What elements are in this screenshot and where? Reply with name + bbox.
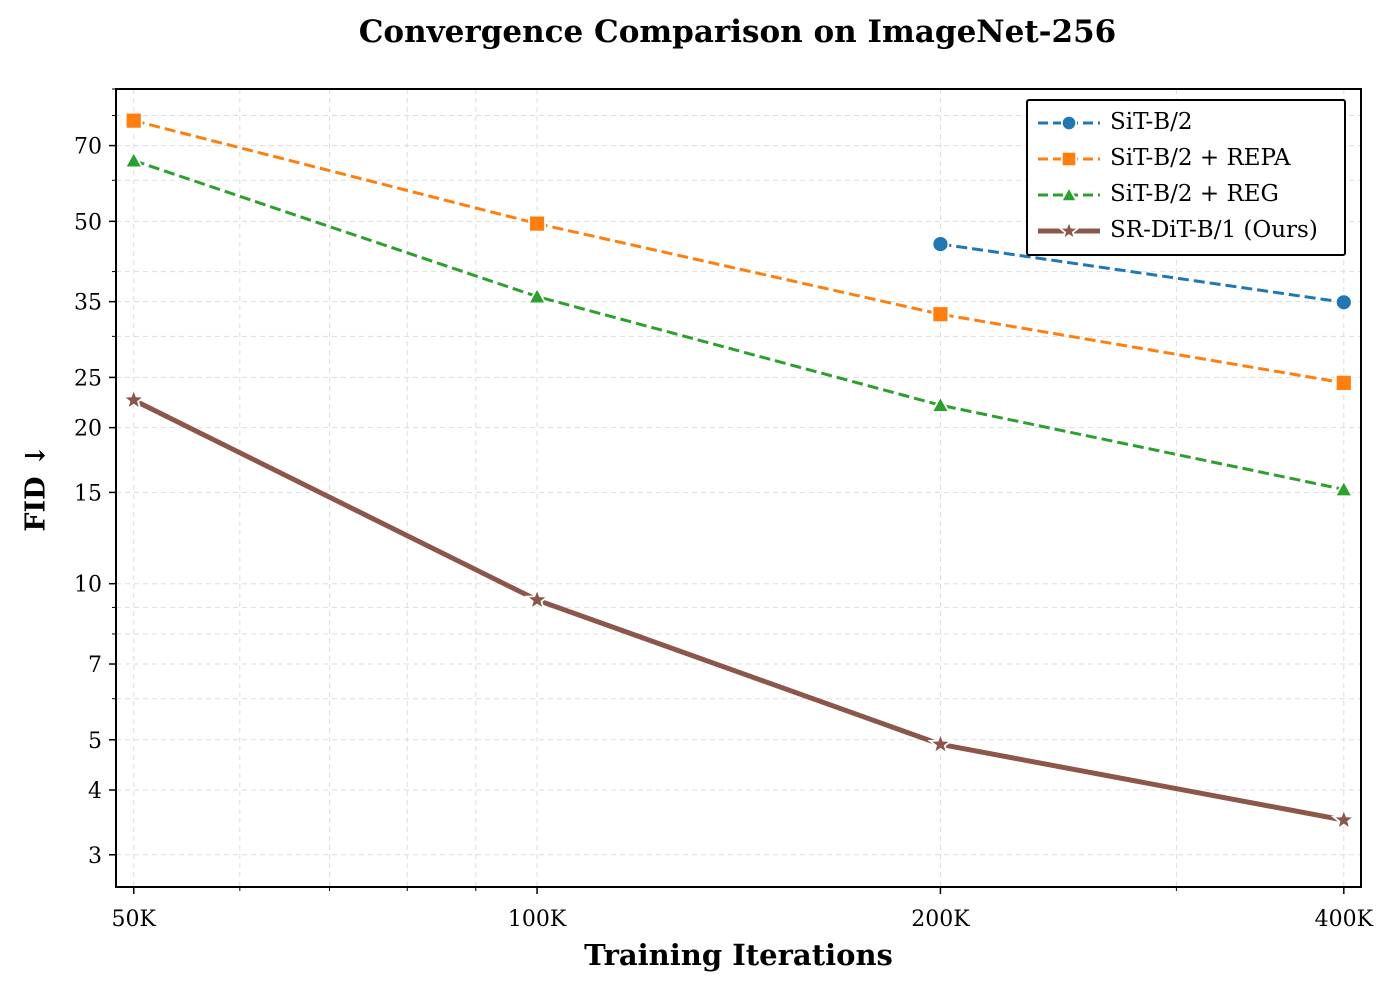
data-point-sit-b-2-repa <box>931 305 950 324</box>
data-point-sit-b-2-repa <box>124 111 143 130</box>
chart-title: Convergence Comparison on ImageNet-256 <box>358 14 1117 50</box>
x-tick-label: 400K <box>1315 907 1374 932</box>
y-tick-label: 5 <box>88 729 102 754</box>
data-point-sit-b-2-reg <box>930 394 951 413</box>
legend-label: SiT-B/2 <box>1110 109 1193 135</box>
legend-label: SR-DiT-B/1 (Ours) <box>1110 217 1318 243</box>
series-line-sr-dit-b-1-ours <box>132 397 1345 823</box>
legend-item-sit-b2-reg: SiT-B/2 + REG <box>1028 177 1344 213</box>
legend-item-sr-dit-b1: SR-DiT-B/1 (Ours) <box>1028 213 1344 249</box>
series-line-sit-b-2-reg <box>133 159 1345 491</box>
data-point-sr-dit-b-1-ours <box>1330 806 1357 832</box>
x-tick-label: 50K <box>112 907 157 932</box>
plot-frame <box>115 88 1362 888</box>
tick-labels: 50K 100K 200K 400K 3 4 5 7 10 15 20 25 35 50 70 <box>74 135 1374 932</box>
y-tick-label: 25 <box>74 366 102 391</box>
y-tick-label: 4 <box>88 779 102 804</box>
legend-marker <box>1060 114 1078 132</box>
y-axis-label: FID ↓ <box>20 444 52 532</box>
legend-label: SiT-B/2 + REG <box>1110 181 1279 207</box>
y-tick-label: 70 <box>74 135 102 160</box>
y-tick-label: 35 <box>74 291 102 316</box>
data-point-sit-b-2-repa <box>1334 373 1353 392</box>
legend-swatch-sit-b2 <box>1038 114 1100 132</box>
series-line-sit-b-2-repa <box>133 119 1345 385</box>
data-point-sr-dit-b-1-ours <box>120 386 147 412</box>
y-tick-label: 50 <box>74 210 102 235</box>
data-point-sit-b-2 <box>1334 293 1353 312</box>
data-point-sit-b-2-reg <box>1333 479 1354 498</box>
data-point-sr-dit-b-1-ours <box>524 586 550 612</box>
legend-marker <box>1060 150 1078 168</box>
series-lines <box>132 119 1345 823</box>
legend-swatch-sit-b2-repa <box>1038 150 1100 168</box>
y-tick-label: 10 <box>74 573 102 598</box>
data-point-sit-b-2-reg <box>123 150 144 169</box>
series-markers <box>120 111 1357 832</box>
data-point-sit-b-2 <box>931 235 950 253</box>
y-tick-label: 7 <box>88 653 102 678</box>
x-axis-label: Training Iterations <box>584 938 893 972</box>
data-point-sr-dit-b-1-ours <box>927 730 954 756</box>
axes <box>109 88 1362 894</box>
series-line-sit-b-2 <box>940 242 1345 304</box>
data-point-sit-b-2-repa <box>528 214 546 233</box>
y-tick-label: 20 <box>74 417 102 442</box>
data-point-sit-b-2-reg <box>527 286 548 305</box>
y-tick-label: 3 <box>88 844 102 869</box>
legend-swatch-sit-b2-reg <box>1038 185 1100 203</box>
y-tick-label: 15 <box>74 481 102 506</box>
x-tick-label: 200K <box>911 907 970 932</box>
legend-item-sit-b2: SiT-B/2 <box>1028 105 1344 141</box>
legend-marker <box>1059 185 1079 203</box>
legend-swatch-sr-dit-b1 <box>1038 218 1100 242</box>
legend-label: SiT-B/2 + REPA <box>1110 145 1291 171</box>
legend: SiT-B/2 SiT-B/2 + REPA SiT-B/2 + REG SR-… <box>1026 99 1346 256</box>
x-tick-label: 100K <box>508 907 567 932</box>
legend-item-sit-b2-repa: SiT-B/2 + REPA <box>1028 141 1344 177</box>
legend-marker <box>1057 218 1081 242</box>
